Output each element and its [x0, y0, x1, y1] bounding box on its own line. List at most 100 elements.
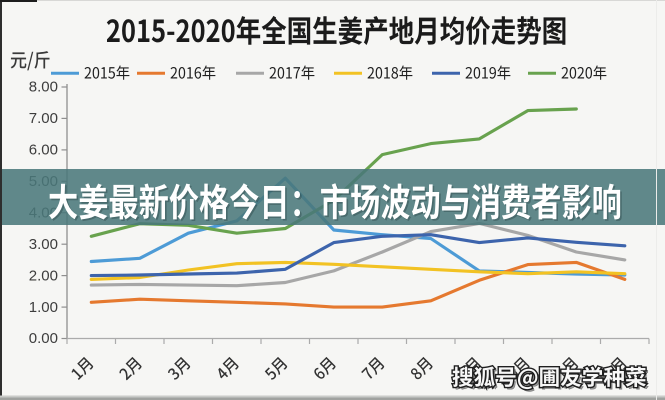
y-tick-label: 0.00 — [29, 330, 58, 347]
glyph — [70, 367, 84, 380]
glyph — [391, 67, 399, 79]
glyph — [75, 356, 94, 376]
glyph — [27, 51, 34, 71]
glyph — [361, 366, 375, 381]
y-axis-unit-glyphs — [10, 51, 50, 71]
watermark — [453, 366, 649, 391]
glyph — [409, 366, 424, 381]
x-tick-label-glyphs-6 — [312, 356, 337, 381]
glyph — [577, 66, 585, 79]
glyph — [593, 65, 607, 80]
glyph — [116, 65, 130, 80]
glyph — [465, 16, 491, 45]
glyph — [10, 52, 27, 69]
series-line-2016 — [89, 260, 627, 309]
legend-label-glyphs-2015 — [84, 65, 130, 80]
glyph — [187, 67, 193, 79]
x-tick-label-glyphs-8 — [409, 356, 434, 381]
glyph — [288, 17, 311, 45]
glyph — [414, 17, 436, 45]
glyph — [122, 19, 135, 43]
bottom-edge-band — [0, 397, 665, 400]
glyph — [384, 67, 390, 79]
legend-label-glyphs-2020 — [561, 65, 607, 80]
glyph — [399, 65, 413, 80]
glyph — [363, 16, 388, 46]
glyph — [263, 367, 278, 381]
x-tick-label-glyphs-3 — [166, 356, 191, 381]
series-line-2018 — [89, 260, 627, 281]
glyph — [261, 15, 287, 45]
legend — [51, 65, 607, 80]
y-tick-label: 6.00 — [29, 142, 58, 159]
legend-label-glyphs-2018 — [367, 65, 413, 80]
y-tick-label: 7.00 — [29, 110, 58, 127]
glyph — [84, 66, 92, 79]
glyph — [151, 19, 165, 43]
x-tick-label-glyphs-7 — [361, 356, 385, 381]
glyph — [517, 16, 542, 45]
glyph — [366, 356, 385, 376]
glyph — [101, 67, 107, 79]
x-tick-label-glyphs-2 — [118, 356, 143, 381]
chart-title-glyphs — [106, 15, 566, 46]
glyph — [301, 65, 315, 80]
series-line-2019 — [89, 233, 627, 278]
glyph — [206, 19, 220, 42]
glyph — [194, 66, 202, 79]
glyph — [202, 65, 216, 80]
glyph — [338, 15, 363, 45]
x-tick-label-glyphs-5 — [263, 356, 288, 381]
glyph — [286, 67, 292, 79]
glyph — [167, 31, 175, 35]
glyph — [465, 66, 473, 79]
right-edge-line — [656, 0, 657, 400]
glyph — [215, 366, 230, 381]
glyph — [585, 66, 593, 79]
left-edge-artifact — [0, 0, 2, 400]
glyph — [106, 19, 120, 42]
legend-label-glyphs-2017 — [269, 65, 315, 80]
glyph — [569, 66, 577, 79]
y-tick-label: 3.00 — [29, 236, 58, 253]
glyph — [92, 66, 100, 79]
legend-label-glyphs-2016 — [170, 65, 216, 80]
glyph — [312, 16, 337, 44]
glyph — [389, 16, 414, 45]
glyph — [277, 66, 285, 79]
glyph — [440, 16, 464, 45]
glyph — [312, 366, 327, 381]
glyph — [543, 17, 566, 45]
glyph — [236, 16, 261, 45]
glyph — [191, 19, 205, 43]
glyph — [293, 67, 301, 79]
legend-label-glyphs-2019 — [465, 65, 511, 80]
y-tick-label: 8.00 — [29, 79, 58, 96]
top-edge-line — [2, 0, 665, 1]
glyph — [473, 66, 481, 79]
top-left-artifact — [0, 0, 37, 2]
glyph — [34, 51, 50, 69]
glyph — [489, 66, 496, 79]
x-tick-label-glyphs-1 — [70, 356, 94, 380]
glyph — [108, 67, 115, 79]
glyph — [178, 66, 186, 79]
headline-banner — [0, 169, 665, 225]
y-tick-label: 1.00 — [29, 299, 58, 316]
glyph — [491, 16, 516, 45]
glyph — [138, 19, 150, 42]
bottom-edge-band-light — [0, 395, 665, 398]
glyph — [118, 366, 132, 381]
glyph — [482, 67, 488, 79]
glyph — [269, 66, 277, 79]
glyph — [497, 65, 511, 80]
glyph — [375, 66, 383, 79]
glyph — [170, 66, 178, 79]
glyph — [367, 66, 375, 79]
x-tick-label-glyphs-4 — [215, 356, 240, 381]
glyph — [176, 19, 190, 42]
glyph — [221, 19, 235, 43]
y-tick-label: 2.00 — [29, 267, 58, 284]
